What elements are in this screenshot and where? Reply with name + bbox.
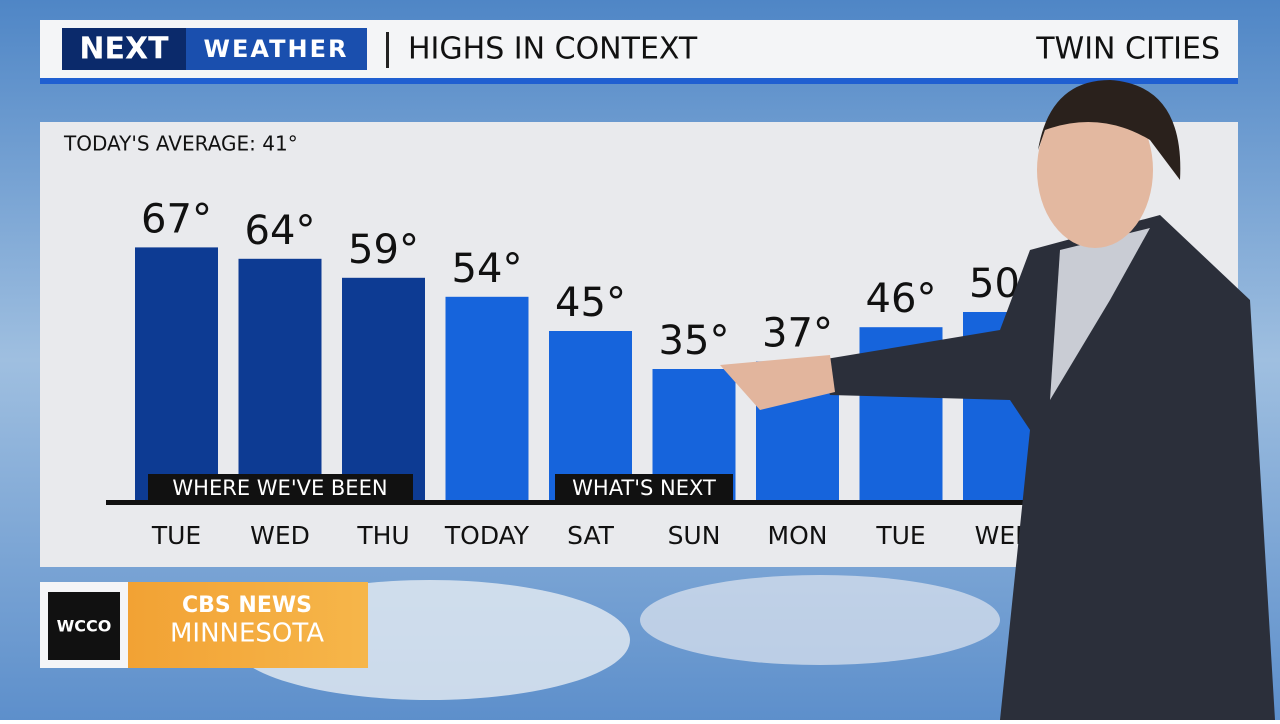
value-label: 67° bbox=[141, 196, 212, 242]
category-label: SAT bbox=[567, 521, 614, 550]
annotation-box bbox=[555, 474, 733, 502]
category-label: THU bbox=[356, 521, 409, 550]
value-label: 64° bbox=[245, 208, 316, 254]
logo-text: NEXT bbox=[79, 32, 169, 67]
category-label: TODAY bbox=[444, 521, 530, 550]
network: CBS NEWS bbox=[182, 593, 312, 618]
header-title: HIGHS IN CONTEXT bbox=[408, 32, 698, 67]
bar bbox=[549, 331, 632, 502]
baseline bbox=[106, 500, 1046, 505]
cloud bbox=[640, 575, 1000, 665]
category-label: MON bbox=[768, 521, 828, 550]
header-location: TWIN CITIES bbox=[1035, 32, 1220, 67]
value-label: 46° bbox=[866, 276, 937, 322]
category-label: SUN bbox=[668, 521, 721, 550]
header-underline bbox=[40, 78, 1238, 84]
bar bbox=[135, 247, 218, 502]
bar bbox=[238, 258, 322, 502]
logo-dark bbox=[62, 28, 186, 70]
bar bbox=[342, 277, 425, 502]
region: MINNESOTA bbox=[170, 619, 324, 649]
chart-subtitle: TODAY'S AVERAGE: 41° bbox=[63, 132, 298, 156]
network-box bbox=[128, 582, 368, 668]
bar bbox=[445, 296, 529, 502]
annotation: WHERE WE'VE BEEN bbox=[172, 476, 387, 500]
category-label: TUE bbox=[151, 521, 201, 550]
annotation: WHAT'S NEXT bbox=[572, 476, 716, 500]
value-label: 35° bbox=[659, 318, 730, 364]
station: WCCO bbox=[57, 617, 112, 636]
presenter bbox=[720, 80, 1275, 720]
station-box bbox=[48, 592, 120, 660]
value-label: 37° bbox=[762, 310, 833, 356]
value-label: 45° bbox=[555, 280, 626, 326]
category-label: TUE bbox=[875, 521, 925, 550]
value-label: 54° bbox=[452, 246, 523, 292]
bar-group: 67° TUE 64° WED 59° THU 54° TODAY 45° SAT 35° SUN 37… bbox=[135, 196, 1046, 550]
annotation-box bbox=[148, 474, 413, 502]
value-label: 59° bbox=[348, 227, 419, 273]
divider bbox=[386, 32, 389, 68]
brand-text: WEATHER bbox=[204, 35, 349, 63]
category-label: WED bbox=[250, 521, 310, 550]
